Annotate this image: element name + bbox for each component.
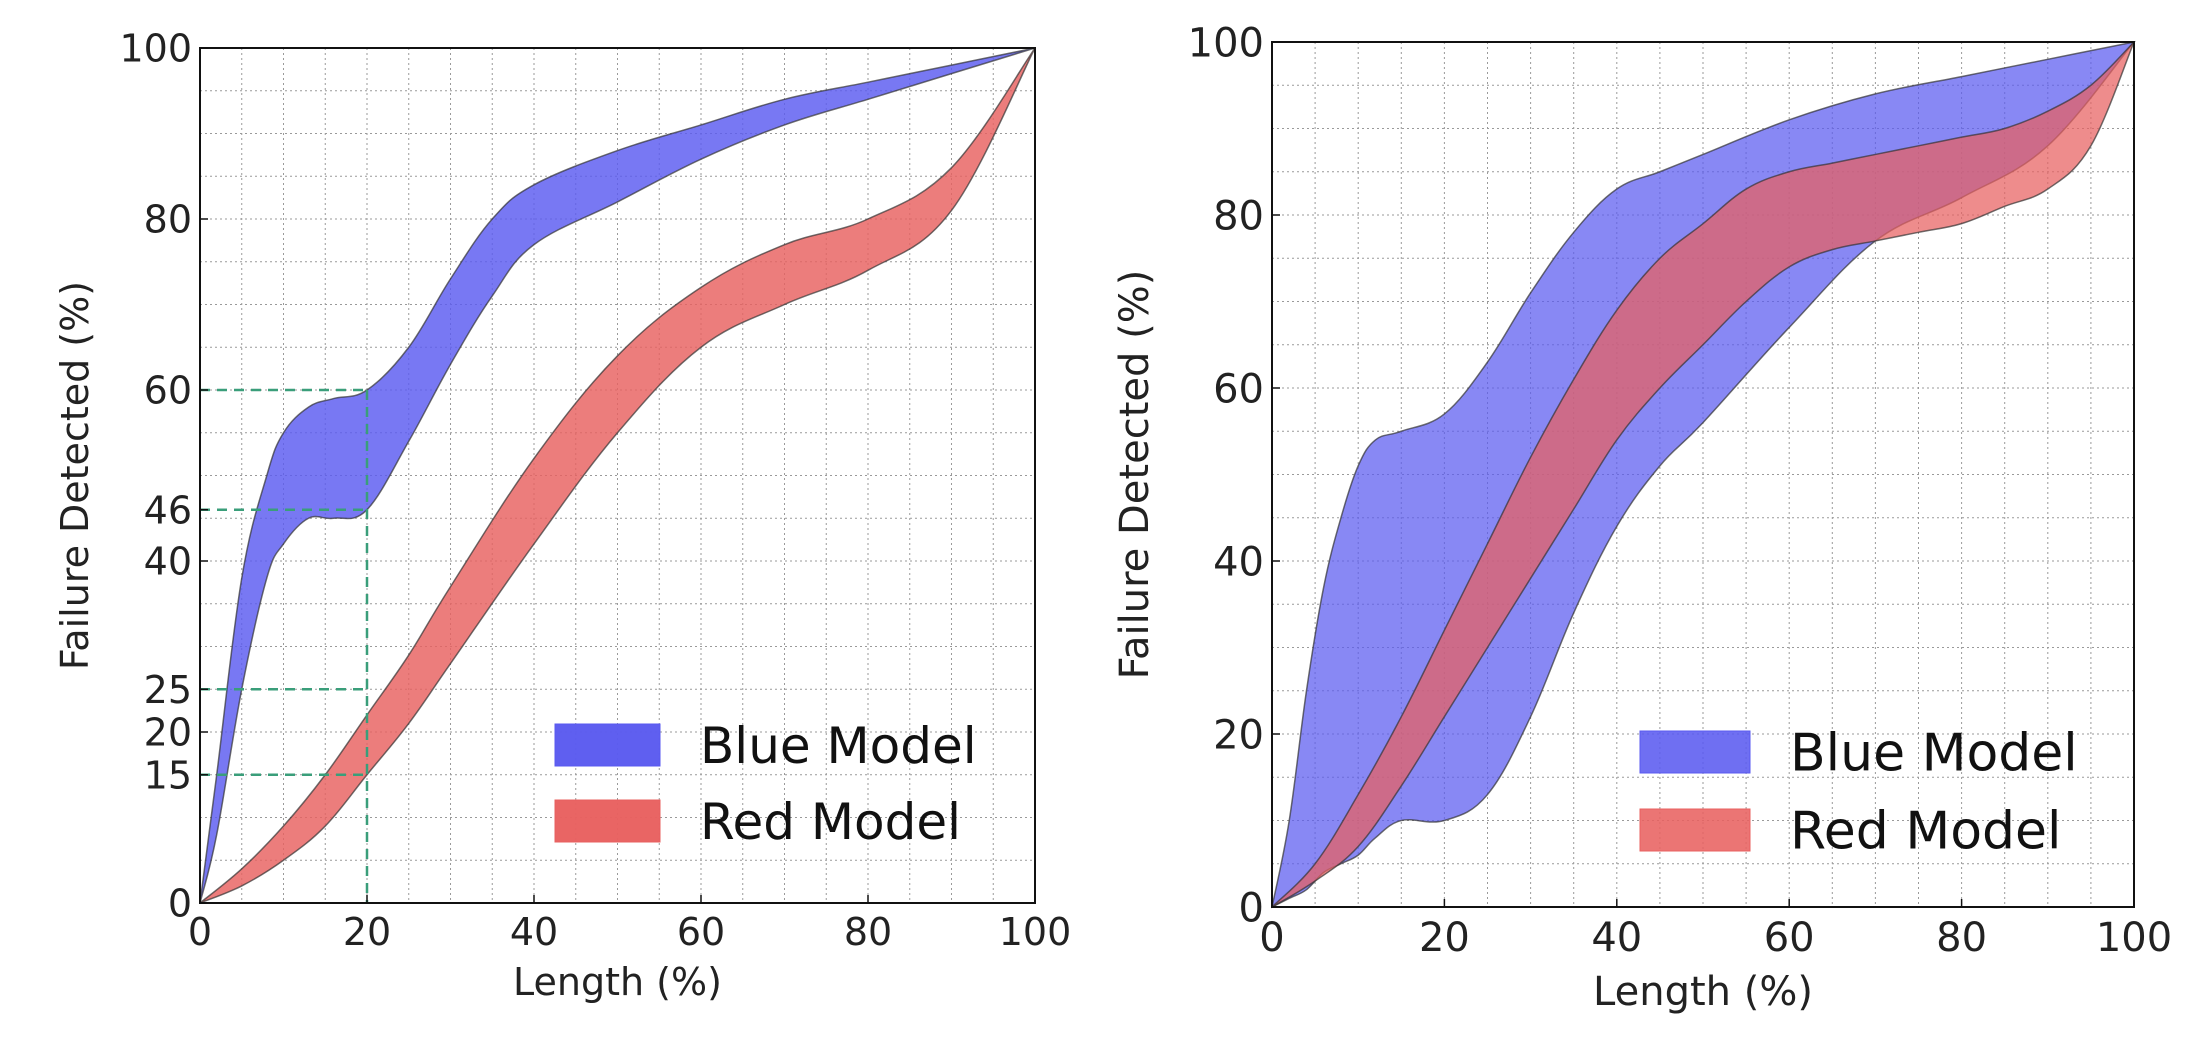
left-legend-label-red-model: Red Model [700,793,961,851]
right-xtick-label: 80 [1936,915,1987,961]
right-ytick-label: 40 [1213,539,1264,585]
right-legend: Blue Model Red Model [1639,724,2078,862]
left-ytick-label: 25 [144,668,192,712]
right-ytick-label: 0 [1239,885,1264,931]
left-reference-lines [200,388,369,903]
right-xtick-label: 40 [1591,915,1642,961]
left-ytick-label: 0 [168,882,192,926]
left-frame [199,47,1036,904]
left-legend-label-blue-model: Blue Model [700,717,977,775]
left-y-axis-label: Failure Detected (%) [53,281,97,670]
left-xtick-label: 40 [510,910,558,954]
chart-left: 0 20 40 60 80 100 0 15 20 25 40 46 60 80 100 Length (%)… [0,0,1090,1038]
right-legend-label-blue-model: Blue Model [1790,724,2078,784]
right-x-axis-label: Length (%) [1593,969,1813,1015]
left-xtick-label: 60 [677,910,725,954]
chart-right-svg: 0 20 40 60 80 100 0 20 40 60 80 100 Length (%) Failur… [1112,20,2172,1015]
right-xtick-label: 20 [1419,915,1470,961]
right-ytick-label: 80 [1213,193,1264,239]
left-xtick-label: 0 [188,910,212,954]
left-xtick-label: 20 [343,910,391,954]
right-ytick-label: 20 [1213,712,1264,758]
right-xtick-label: 60 [1764,915,1815,961]
left-ytick-label: 46 [144,488,192,532]
left-legend: Blue Model Red Model [554,717,977,851]
left-ytick-label: 20 [144,711,192,755]
left-ytick-label: 80 [144,198,192,242]
left-ytick-label: 60 [144,369,192,413]
right-y-axis-label: Failure Detected (%) [1112,270,1158,680]
left-xtick-label: 80 [844,910,892,954]
right-ytick-label: 60 [1213,366,1264,412]
left-legend-swatch-red-model [554,799,661,843]
left-ytick-label: 40 [144,540,192,584]
right-ytick-label: 100 [1188,20,1264,66]
left-legend-swatch-blue-model [554,723,661,767]
left-ytick-label: 100 [119,27,192,71]
left-x-axis-label: Length (%) [513,960,722,1004]
right-xtick-label: 100 [2096,915,2172,961]
right-xtick-label: 0 [1259,915,1284,961]
left-ytick-label: 15 [144,753,192,797]
right-legend-label-red-model: Red Model [1790,802,2061,862]
left-xtick-label: 100 [999,910,1072,954]
right-legend-swatch-red-model [1639,808,1751,852]
chart-right: 0 20 40 60 80 100 0 20 40 60 80 100 Length (%) Failur… [1100,0,2187,1038]
right-legend-swatch-blue-model [1639,730,1751,774]
right-frame [1271,41,2135,908]
